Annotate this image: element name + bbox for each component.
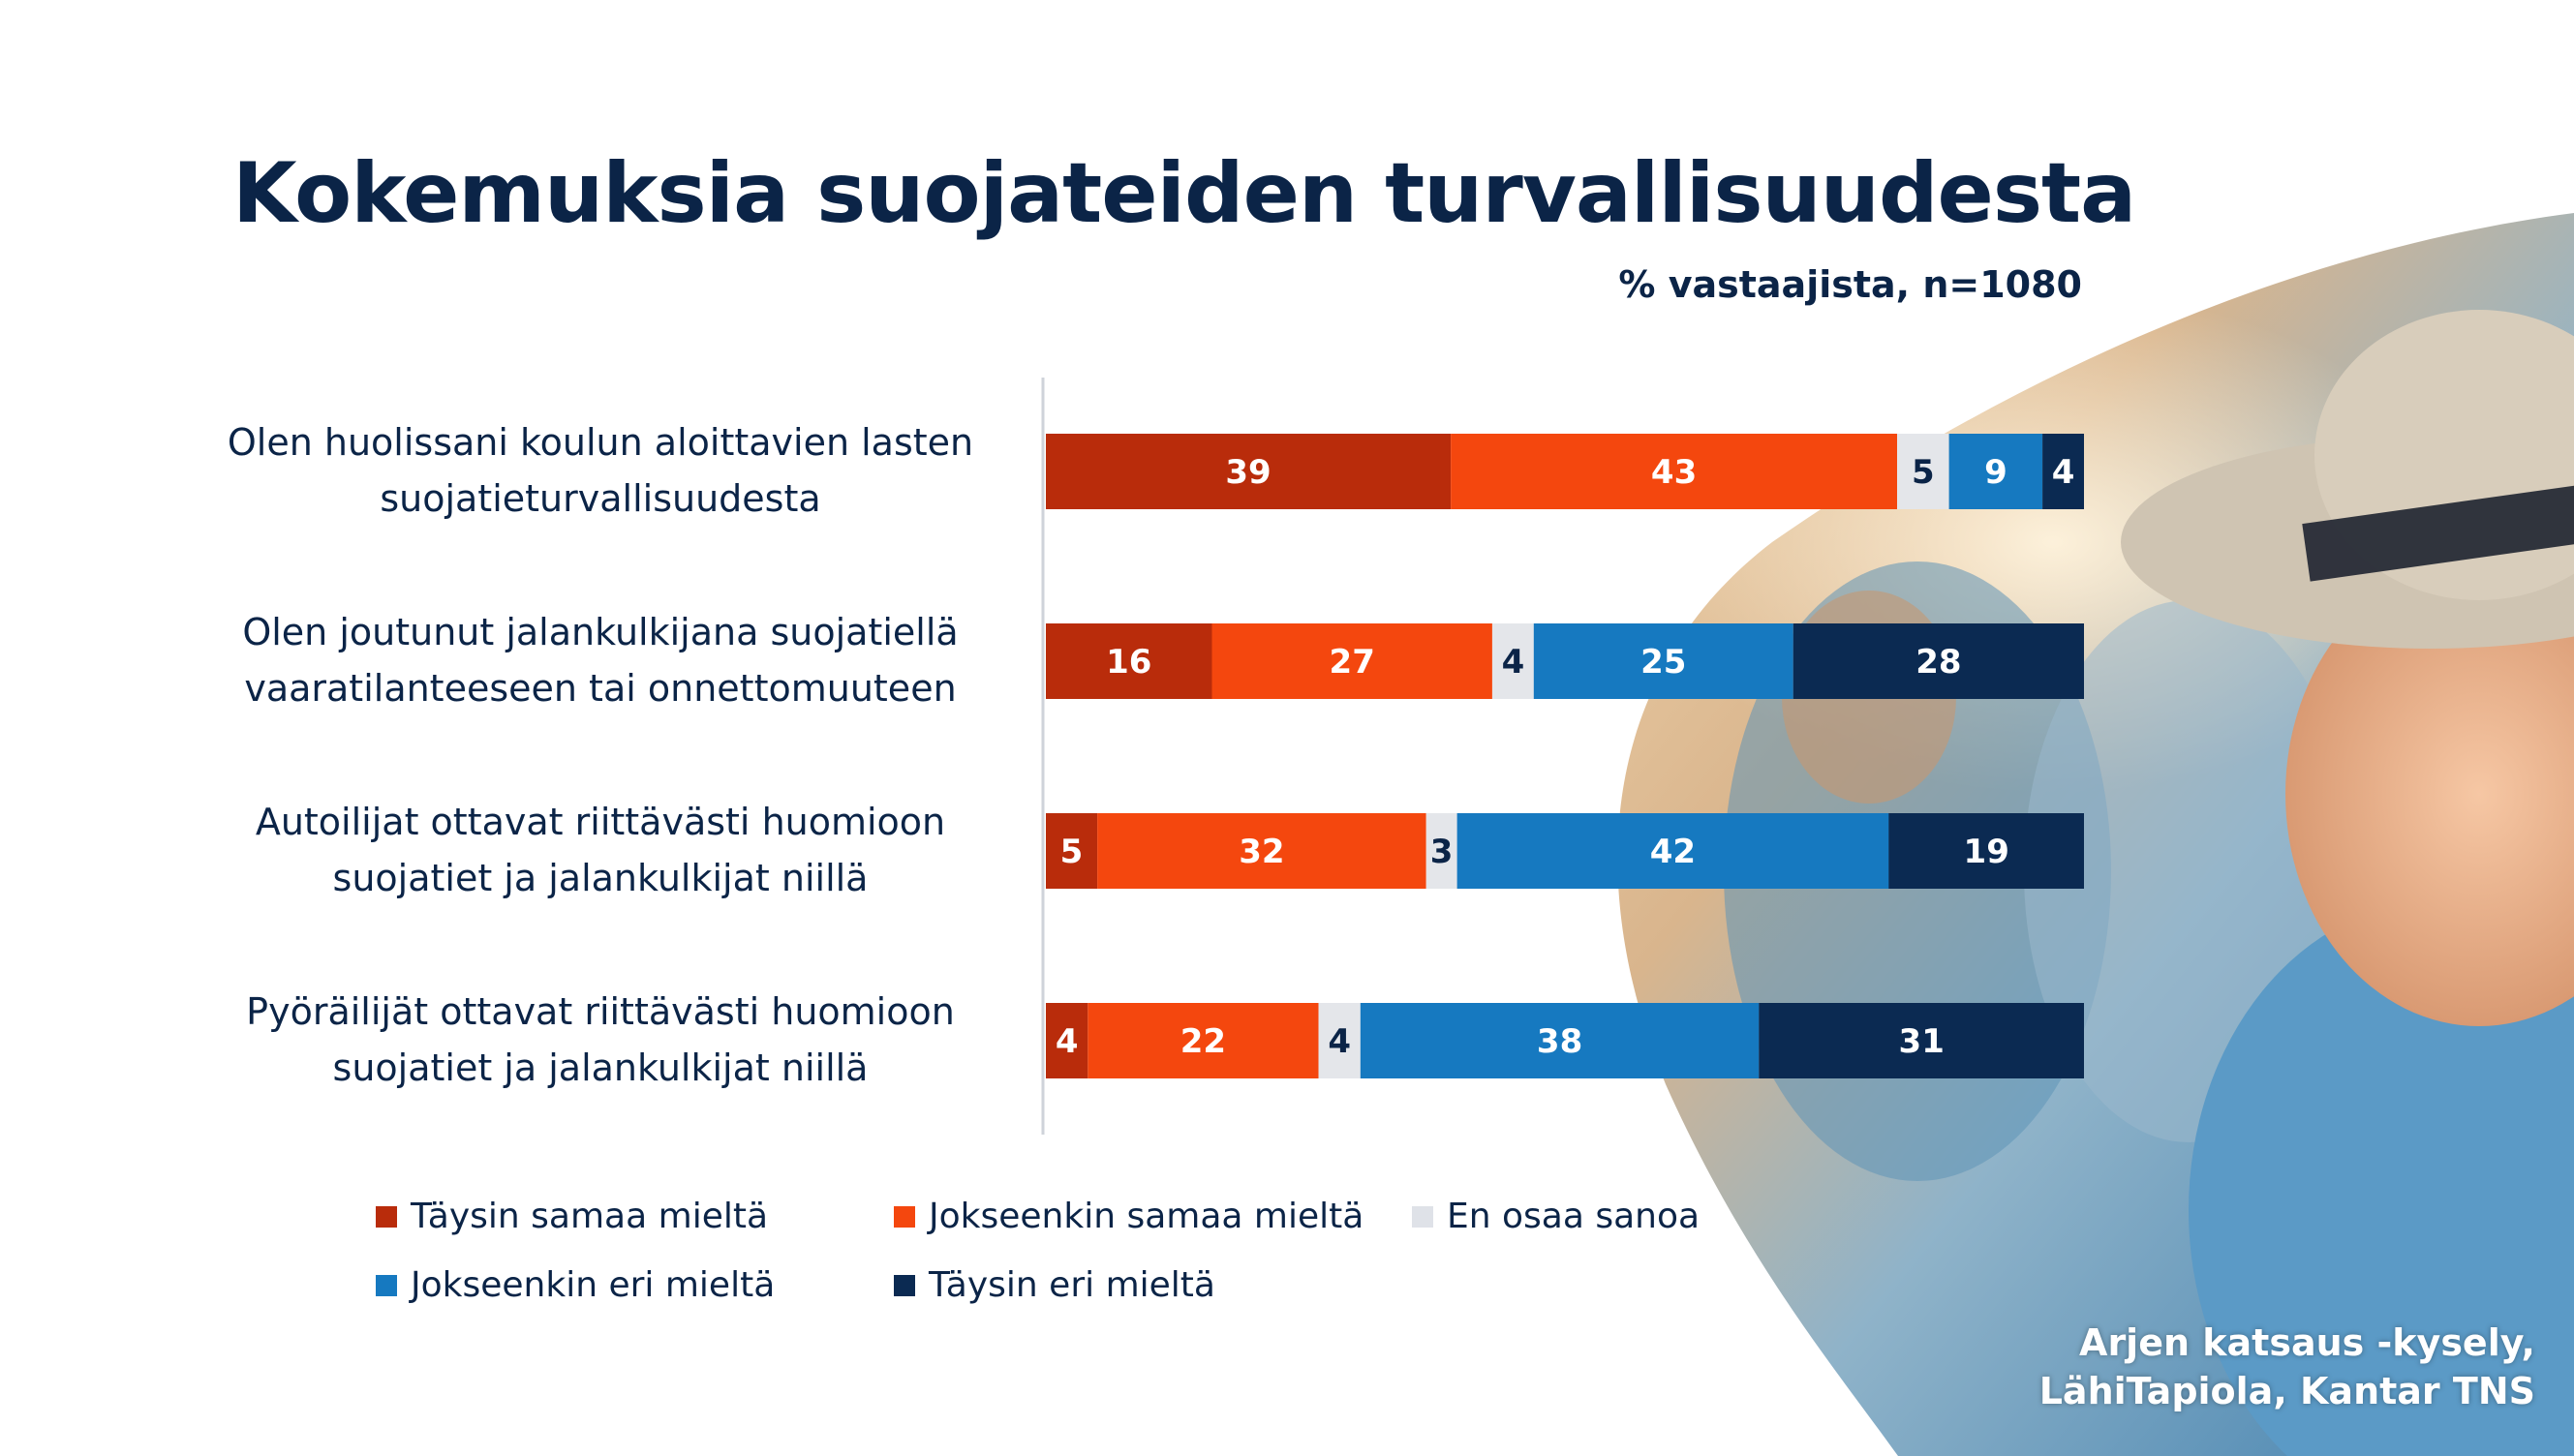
data-label-row1-series4: 9: [1984, 453, 2007, 492]
data-label-row3-series2: 32: [1239, 833, 1284, 871]
bar-segment-row2-series4: [1533, 623, 1793, 699]
legend-label: Jokseenkin eri mieltä: [411, 1265, 776, 1305]
bar-segment-row3-series3: [1425, 813, 1457, 889]
bar-segment-row1-series2: [1451, 434, 1898, 509]
bar-segment-row4-series2: [1088, 1003, 1319, 1078]
data-label-row2-series1: 16: [1106, 643, 1151, 682]
bar-segment-row2-series5: [1793, 623, 2084, 699]
data-label-row3-series5: 19: [1964, 833, 2009, 871]
bar-segment-row2-series3: [1492, 623, 1534, 699]
data-label-row2-series5: 28: [1915, 643, 1961, 682]
data-label-row4-series3: 4: [1328, 1022, 1351, 1061]
chart-title: Kokemuksia suojateiden turvallisuudesta: [232, 145, 2136, 242]
chart-legend: Täysin samaa mieltä Jokseenkin samaa miel…: [376, 1197, 1828, 1305]
data-label-row4-series4: 38: [1537, 1022, 1582, 1061]
category-label-row2-line2: vaaratilanteeseen tai onnettomuuteen: [244, 667, 956, 710]
bar-segment-row1-series3: [1897, 434, 1949, 509]
legend-label: Jokseenkin samaa mieltä: [929, 1197, 1364, 1236]
category-label-row4-line1: Pyöräilijät ottavat riittävästi huomioon: [246, 990, 955, 1033]
legend-swatch: [1412, 1205, 1433, 1228]
legend-item-3: En osaa sanoa: [1412, 1197, 1828, 1236]
data-label-row3-series3: 3: [1430, 833, 1454, 871]
legend-item-5: Täysin eri mieltä: [894, 1265, 1412, 1305]
data-label-row3-series4: 42: [1650, 833, 1696, 871]
legend-label: En osaa sanoa: [1447, 1197, 1701, 1236]
legend-item-2: Jokseenkin samaa mieltä: [894, 1197, 1412, 1236]
bar-segment-row4-series4: [1360, 1003, 1760, 1078]
bar-segment-row2-series1: [1046, 623, 1212, 699]
bar-segments: 39 43 5 9 4 16 27 4 25 28 5 32 3 42 19 4 22 4 38 31: [1046, 434, 2084, 1078]
source-line-1: Arjen katsaus -kysely,: [2079, 1321, 2535, 1364]
legend-item-1: Täysin samaa mieltä: [376, 1197, 894, 1236]
data-label-row4-series5: 31: [1899, 1022, 1945, 1061]
bar-segment-row4-series1: [1046, 1003, 1088, 1078]
category-labels: Olen huolissani koulun aloittavien laste…: [228, 421, 973, 1089]
data-label-row4-series1: 4: [1056, 1022, 1079, 1061]
data-label-row1-series1: 39: [1225, 453, 1271, 492]
category-label-row4-line2: suojatiet ja jalankulkijat niillä: [333, 1046, 869, 1089]
legend-swatch: [376, 1205, 397, 1228]
bar-segment-row3-series4: [1456, 813, 1889, 889]
bar-segment-row4-series3: [1318, 1003, 1361, 1078]
bar-segment-row3-series5: [1888, 813, 2084, 889]
source-note: Arjen katsaus -kysely, LähiTapiola, Kant…: [2039, 1319, 2535, 1415]
data-label-row1-series5: 4: [2052, 453, 2075, 492]
legend-label: Täysin eri mieltä: [929, 1265, 1215, 1305]
legend-label: Täysin samaa mieltä: [411, 1197, 769, 1236]
data-label-row2-series3: 4: [1502, 643, 1525, 682]
data-label-row2-series4: 25: [1640, 643, 1686, 682]
category-label-row3-line2: suojatiet ja jalankulkijat niillä: [333, 857, 869, 899]
bar-segment-row1-series4: [1948, 434, 2043, 509]
category-label-row2-line1: Olen joutunut jalankulkijana suojatiellä: [242, 611, 958, 653]
bar-segment-row2-series2: [1211, 623, 1492, 699]
bar-segment-row3-series2: [1097, 813, 1426, 889]
category-label-row1-line2: suojatieturvallisuudesta: [380, 477, 820, 520]
legend-swatch: [894, 1205, 915, 1228]
category-label-row1-line1: Olen huolissani koulun aloittavien laste…: [228, 421, 973, 464]
bar-segment-row3-series1: [1046, 813, 1098, 889]
bar-segment-row4-series5: [1759, 1003, 2084, 1078]
legend-swatch: [376, 1274, 397, 1296]
bar-segment-row1-series1: [1046, 434, 1452, 509]
data-label-row3-series1: 5: [1060, 833, 1084, 871]
legend-item-4: Jokseenkin eri mieltä: [376, 1265, 894, 1305]
bar-segment-row1-series5: [2042, 434, 2084, 509]
chart-subtitle: % vastaajista, n=1080: [1618, 263, 2082, 306]
category-label-row3-line1: Autoilijat ottavat riittävästi huomioon: [256, 801, 945, 843]
data-label-row2-series2: 27: [1330, 643, 1375, 682]
source-line-2: LähiTapiola, Kantar TNS: [2038, 1370, 2535, 1412]
data-label-row1-series2: 43: [1651, 453, 1697, 492]
legend-swatch: [894, 1274, 915, 1296]
data-label-row4-series2: 22: [1180, 1022, 1226, 1061]
data-label-row1-series3: 5: [1912, 453, 1935, 492]
